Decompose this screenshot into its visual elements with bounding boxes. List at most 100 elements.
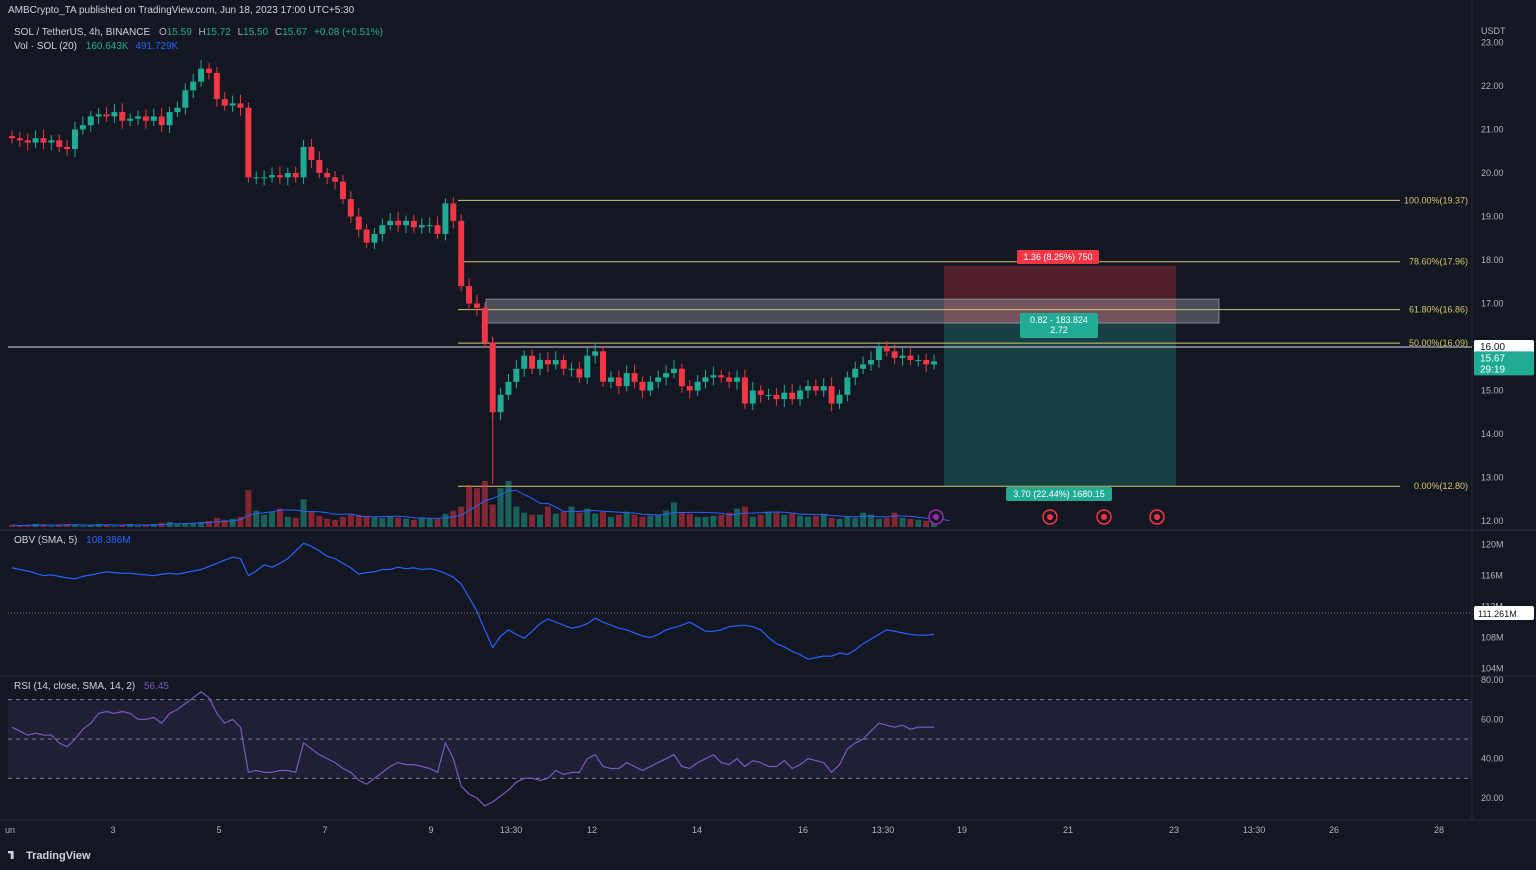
- candle-body: [158, 116, 165, 126]
- candle-body: [607, 377, 614, 382]
- candle-body: [205, 68, 212, 73]
- candle-body: [513, 368, 520, 382]
- high-value: 15.72: [205, 27, 231, 38]
- volume-bar: [860, 512, 867, 527]
- volume-bar: [915, 519, 922, 527]
- candle-body: [56, 140, 63, 147]
- volume-bar: [615, 514, 622, 527]
- volume-bar: [623, 511, 630, 527]
- volume-bar: [828, 517, 835, 527]
- candle-body: [552, 360, 559, 365]
- low-value: 15.50: [243, 27, 269, 38]
- volume-bar: [450, 510, 457, 527]
- candle-body: [316, 159, 323, 173]
- candle-body: [536, 360, 543, 369]
- volume-bar: [899, 517, 906, 527]
- close-value: 15.67: [282, 27, 308, 38]
- obv-value: 108.386M: [86, 535, 131, 546]
- candle-body: [836, 394, 843, 404]
- obv-title[interactable]: OBV (SMA, 5): [14, 535, 78, 546]
- candle-body: [434, 225, 441, 234]
- candle-body: [710, 375, 717, 378]
- symbol-title[interactable]: SOL / TetherUS, 4h, BINANCE: [14, 27, 151, 38]
- obv-current-tag: 111.261M: [1478, 609, 1517, 619]
- time-tick-label: 13:30: [500, 825, 523, 835]
- volume-bar: [718, 514, 725, 527]
- volume-bar: [560, 511, 567, 527]
- volume-bar: [907, 518, 914, 527]
- volume-bar: [237, 516, 244, 527]
- volume-bar: [923, 520, 930, 527]
- volume-bar: [655, 514, 662, 527]
- fib-level-label: 61.80%(16.86): [1409, 305, 1468, 315]
- volume-bar: [135, 525, 142, 527]
- volume-bar: [781, 514, 788, 527]
- fib-level-label: 50.00%(16.09): [1409, 338, 1468, 348]
- candle-body: [142, 116, 149, 121]
- price-tick-label: 23.00: [1481, 38, 1504, 48]
- volume-bar: [513, 506, 520, 527]
- volume-bar: [529, 514, 536, 527]
- open-label: O: [158, 27, 167, 38]
- volume-legend: Vol · SOL (20) 160.643K 491.729K: [14, 41, 182, 52]
- volume-bar: [205, 520, 212, 527]
- volume-bar: [56, 524, 63, 527]
- candle-body: [663, 373, 670, 378]
- tradingview-logo[interactable]: TradingView: [8, 850, 91, 862]
- fib-level-label: 78.60%(17.96): [1409, 257, 1468, 267]
- candle-body: [860, 364, 867, 369]
- candle-body: [198, 68, 205, 82]
- rsi-tick-label: 60.00: [1481, 714, 1504, 724]
- candle-body: [308, 146, 315, 160]
- volume-ma-line: [11, 490, 950, 527]
- candle-body: [773, 394, 780, 400]
- lightning-event-icon-dot: [933, 514, 939, 520]
- price-tick-label: 12.00: [1481, 516, 1504, 526]
- volume-bar: [852, 517, 859, 527]
- volume-bar: [245, 490, 252, 527]
- obv-line: [11, 542, 935, 660]
- candle-body: [907, 355, 914, 361]
- volume-bar: [371, 516, 378, 527]
- volume-bar: [521, 512, 528, 527]
- time-tick-label: un: [5, 825, 15, 835]
- candle-body: [828, 386, 835, 404]
- time-tick-label: 28: [1434, 825, 1444, 835]
- volume-bar: [883, 517, 890, 527]
- volume-bar: [418, 517, 425, 527]
- volume-bar: [466, 485, 473, 527]
- volume-value-b: 491.729K: [135, 41, 179, 52]
- rsi-title[interactable]: RSI (14, close, SMA, 14, 2): [14, 681, 136, 692]
- volume-title[interactable]: Vol · SOL (20): [14, 41, 77, 52]
- candle-body: [418, 225, 425, 228]
- candle-body: [670, 368, 677, 374]
- volume-bar: [820, 513, 827, 527]
- candle-body: [174, 107, 181, 113]
- volume-bar: [434, 518, 441, 527]
- volume-bar: [87, 524, 94, 527]
- candle-body: [505, 381, 512, 395]
- volume-bar: [347, 514, 354, 527]
- candle-body: [686, 386, 693, 391]
- time-tick-label: 23: [1169, 825, 1179, 835]
- volume-bar: [292, 517, 299, 527]
- candle-body: [734, 377, 741, 382]
- obv-tick-label: 116M: [1481, 571, 1503, 581]
- candle-body: [79, 125, 86, 130]
- volume-bar: [473, 488, 480, 527]
- candle-body: [615, 377, 622, 387]
- candle-body: [379, 225, 386, 234]
- volume-bar: [631, 514, 638, 527]
- volume-bar: [316, 515, 323, 527]
- price-tick-label: 22.00: [1481, 81, 1504, 91]
- take-profit-label[interactable]: 3.70 (22.44%) 1680.15: [1006, 487, 1112, 501]
- candle-body: [324, 173, 331, 178]
- stop-loss-label[interactable]: 1.36 (8.25%) 750: [1017, 250, 1099, 264]
- volume-bar: [584, 508, 591, 527]
- candle-body: [868, 360, 875, 365]
- candle-body: [87, 116, 94, 126]
- risk-reward-label-text: 0.82 - 183.824: [1030, 315, 1088, 325]
- candle-body: [95, 114, 102, 117]
